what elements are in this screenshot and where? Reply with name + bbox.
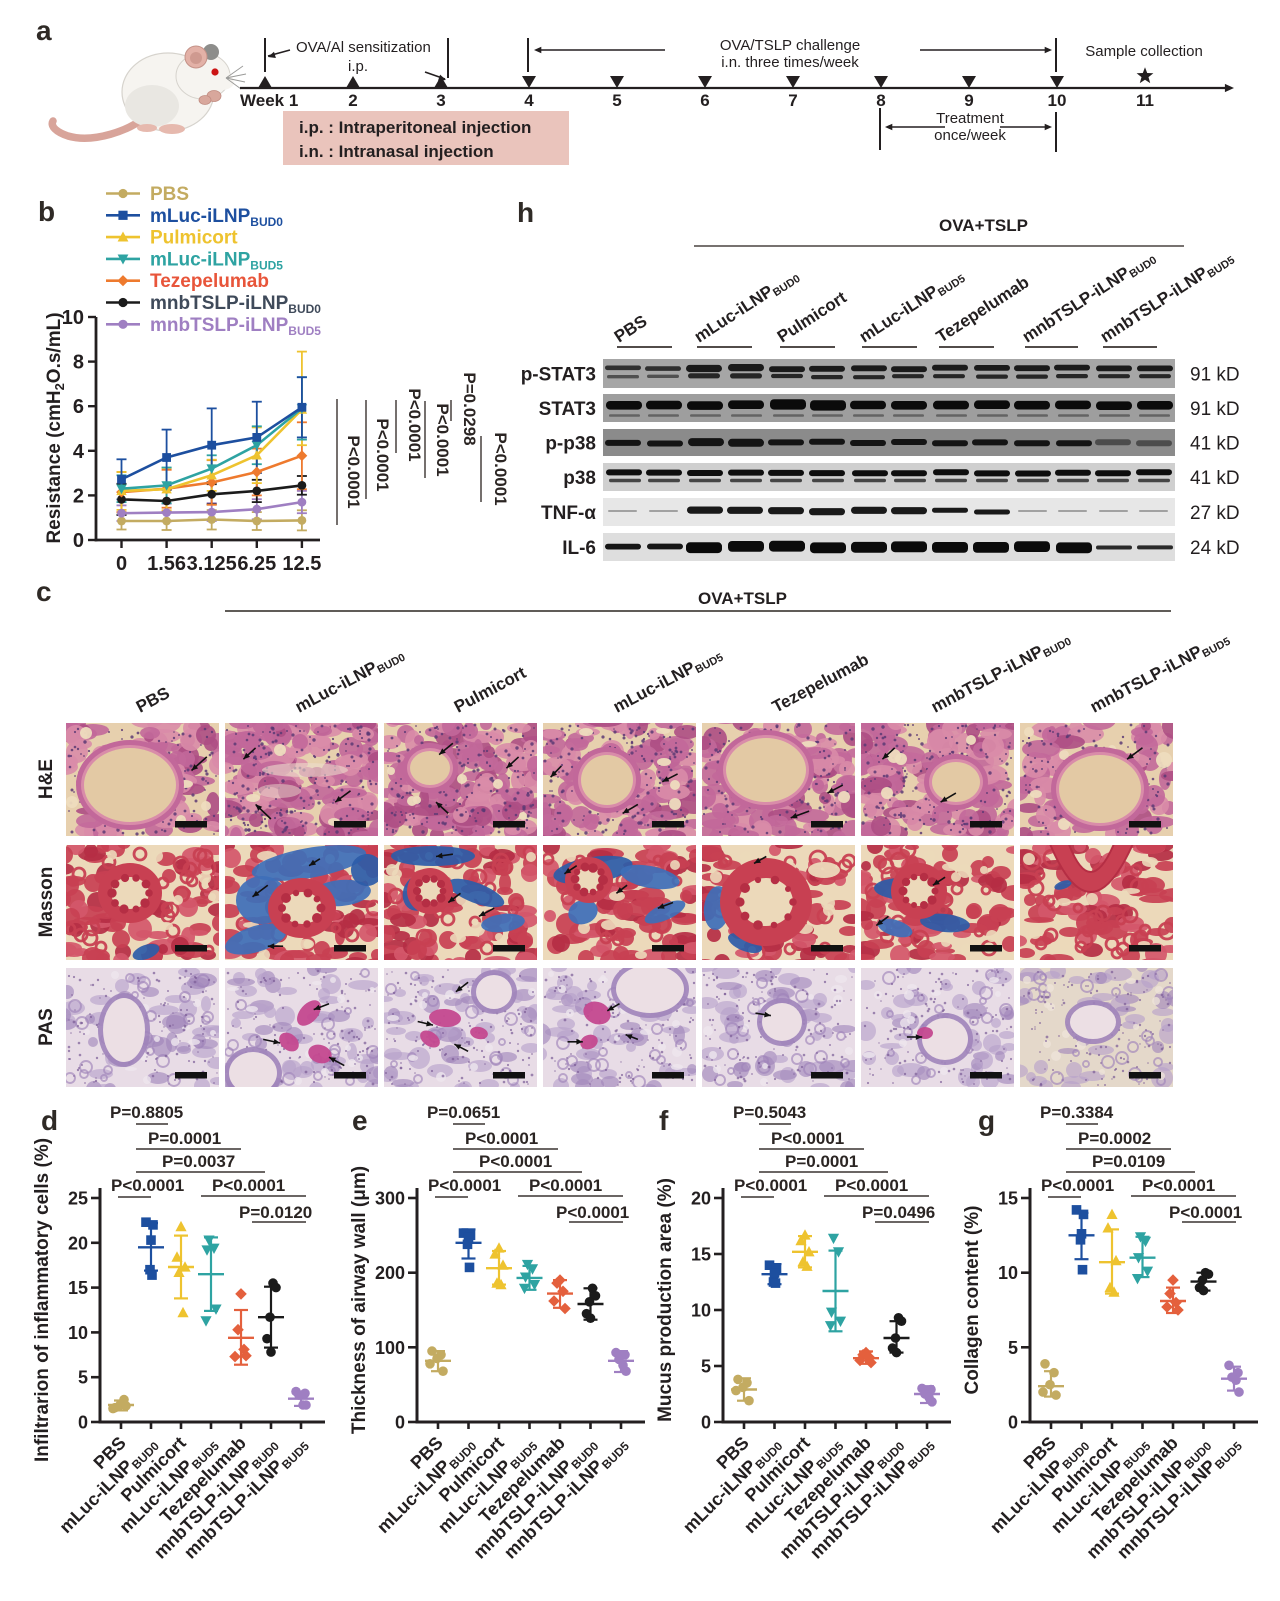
svg-text:12.5: 12.5 [282,553,321,575]
svg-text:10: 10 [62,307,84,329]
svg-text:Week 1: Week 1 [240,91,298,110]
svg-text:8: 8 [73,352,84,374]
svg-text:PBS: PBS [133,683,173,716]
svg-text:Pulmicort: Pulmicort [451,663,529,717]
svg-text:91 kD: 91 kD [1190,399,1240,420]
svg-text:a: a [36,15,52,46]
svg-text:PAS: PAS [36,1008,57,1046]
svg-text:i.p.: i.p. [348,58,368,75]
svg-text:4: 4 [524,91,534,110]
svg-text:i.p. : Intraperitoneal injecti: i.p. : Intraperitoneal injection [299,118,531,137]
svg-text:mnbTSLP-iLNPBUD0: mnbTSLP-iLNPBUD0 [150,293,321,316]
svg-text:h: h [517,197,534,228]
svg-text:P<0.0001: P<0.0001 [344,435,363,508]
svg-text:P<0.0001: P<0.0001 [433,403,452,476]
svg-text:P<0.0001: P<0.0001 [491,432,510,505]
svg-text:41 kD: 41 kD [1190,434,1240,455]
svg-text:27 kD: 27 kD [1190,503,1240,524]
svg-text:7: 7 [788,91,797,110]
svg-text:p-STAT3: p-STAT3 [521,365,596,386]
svg-text:4: 4 [73,441,85,463]
svg-text:41 kD: 41 kD [1190,468,1240,489]
svg-text:2: 2 [73,485,84,507]
svg-text:i.n. three times/week: i.n. three times/week [721,54,859,71]
svg-text:mLuc-iLNPBUD5: mLuc-iLNPBUD5 [610,644,726,719]
svg-text:mLuc-iLNPBUD0: mLuc-iLNPBUD0 [292,644,408,719]
svg-text:Treatment: Treatment [936,110,1005,127]
svg-text:P=0.0298: P=0.0298 [460,372,479,445]
svg-text:Resistance (cmH2O.s/mL): Resistance (cmH2O.s/mL) [44,312,67,543]
svg-text:24 kD: 24 kD [1190,538,1240,559]
svg-text:Pulmicort: Pulmicort [774,288,850,347]
svg-text:OVA/TSLP challenge: OVA/TSLP challenge [720,37,860,54]
svg-text:Tezepelumab: Tezepelumab [150,271,269,292]
svg-text:6: 6 [73,396,84,418]
svg-text:0: 0 [73,530,84,552]
svg-text:P<0.0001: P<0.0001 [373,418,392,491]
svg-text:Masson: Masson [36,867,57,938]
svg-text:PBS: PBS [150,184,189,205]
svg-text:9: 9 [964,91,973,110]
svg-text:OVA+TSLP: OVA+TSLP [698,589,787,608]
svg-text:c: c [36,576,52,607]
svg-text:11: 11 [1136,91,1154,110]
svg-text:2: 2 [348,91,357,110]
svg-text:5: 5 [612,91,621,110]
svg-text:Pulmicort: Pulmicort [150,228,238,249]
svg-text:3.125: 3.125 [187,553,237,575]
svg-text:mnbTSLP-iLNPBUD0: mnbTSLP-iLNPBUD0 [1019,247,1159,348]
svg-text:1.56: 1.56 [147,553,186,575]
svg-text:TNF-α: TNF-α [541,503,596,524]
svg-text:91 kD: 91 kD [1190,365,1240,386]
svg-text:6: 6 [700,91,709,110]
svg-text:8: 8 [876,91,885,110]
svg-text:3: 3 [436,91,445,110]
svg-text:0: 0 [116,553,127,575]
svg-text:IL-6: IL-6 [562,538,596,559]
svg-text:OVA/Al sensitization: OVA/Al sensitization [296,39,431,56]
svg-text:Tezepelumab: Tezepelumab [769,650,872,717]
svg-text:p38: p38 [563,468,596,489]
svg-text:once/week: once/week [934,127,1006,144]
svg-text:OVA+TSLP: OVA+TSLP [939,216,1028,235]
svg-text:i.n. : Intranasal injection: i.n. : Intranasal injection [299,142,494,161]
svg-text:PBS: PBS [611,311,651,346]
svg-text:mLuc-iLNPBUD5: mLuc-iLNPBUD5 [150,249,283,272]
svg-text:mnbTSLP-iLNPBUD5: mnbTSLP-iLNPBUD5 [150,315,321,338]
svg-text:H&E: H&E [36,759,57,799]
svg-text:Sample collection: Sample collection [1085,43,1203,60]
svg-text:mnbTSLP-iLNPBUD5: mnbTSLP-iLNPBUD5 [1097,247,1237,348]
svg-text:10: 10 [1048,91,1067,110]
svg-text:mnbTSLP-iLNPBUD0: mnbTSLP-iLNPBUD0 [928,628,1074,719]
svg-text:P<0.0001: P<0.0001 [405,388,424,461]
svg-text:6.25: 6.25 [237,553,276,575]
svg-text:p-p38: p-p38 [545,434,596,455]
svg-text:mnbTSLP-iLNPBUD5: mnbTSLP-iLNPBUD5 [1087,628,1233,719]
svg-text:mLuc-iLNPBUD0: mLuc-iLNPBUD0 [150,206,283,229]
svg-text:STAT3: STAT3 [539,399,596,420]
svg-text:b: b [38,196,55,227]
